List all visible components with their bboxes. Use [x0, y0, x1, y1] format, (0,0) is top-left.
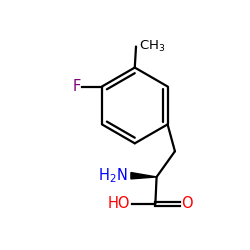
Text: F: F	[72, 79, 80, 94]
Text: O: O	[182, 196, 193, 211]
Text: CH$_3$: CH$_3$	[139, 39, 166, 54]
Text: H$_2$N: H$_2$N	[98, 166, 128, 185]
Text: HO: HO	[108, 196, 130, 211]
Polygon shape	[131, 172, 156, 179]
